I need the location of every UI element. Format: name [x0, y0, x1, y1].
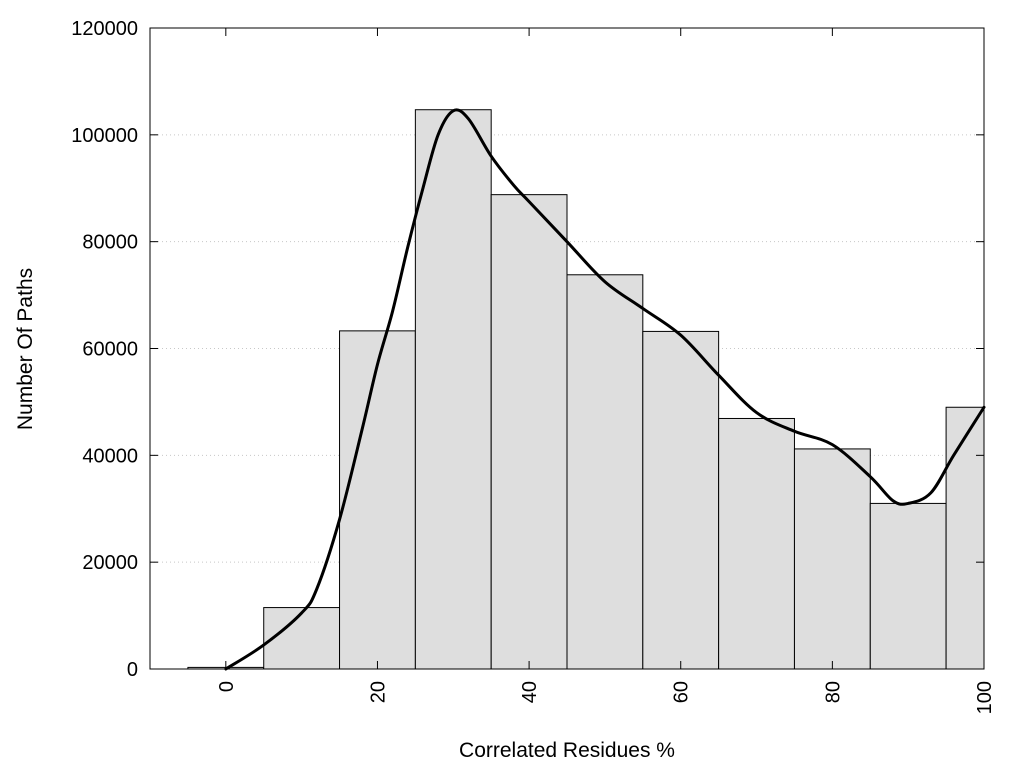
histogram-bar	[490, 194, 568, 670]
y-tick-label: 40000	[82, 445, 138, 467]
histogram-bar	[718, 417, 795, 670]
x-tick-label: 40	[519, 681, 541, 703]
x-tick-label: 100	[974, 681, 996, 714]
y-tick-label: 60000	[82, 339, 138, 361]
histogram-bar	[414, 109, 492, 670]
histogram-bar	[339, 330, 416, 670]
histogram-bar	[793, 448, 871, 670]
y-tick-label: 0	[127, 659, 138, 681]
y-axis-title: Number Of Paths	[14, 268, 37, 430]
histogram-bar	[566, 274, 644, 670]
x-axis-ticks: 0 20 40 60 80 100	[216, 28, 996, 714]
x-tick-label: 20	[367, 681, 389, 703]
y-axis-ticks: 0 20000 40000 60000 80000 100000 120000	[71, 18, 984, 681]
y-tick-label: 20000	[82, 552, 138, 574]
histogram-bar	[263, 607, 341, 670]
x-tick-label: 80	[822, 681, 844, 703]
histogram-bars	[187, 109, 985, 670]
histogram-bar	[945, 406, 985, 670]
x-axis-title: Correlated Residues %	[459, 739, 675, 762]
density-curve-line	[224, 108, 986, 671]
x-tick-label: 60	[671, 681, 693, 703]
x-tick-label: 0	[216, 681, 238, 692]
density-curve	[224, 108, 986, 671]
y-tick-label: 80000	[82, 232, 138, 254]
histogram-bar	[869, 502, 947, 670]
y-tick-label: 100000	[71, 125, 138, 147]
y-tick-label: 120000	[71, 18, 138, 40]
histogram-bar	[642, 330, 720, 670]
